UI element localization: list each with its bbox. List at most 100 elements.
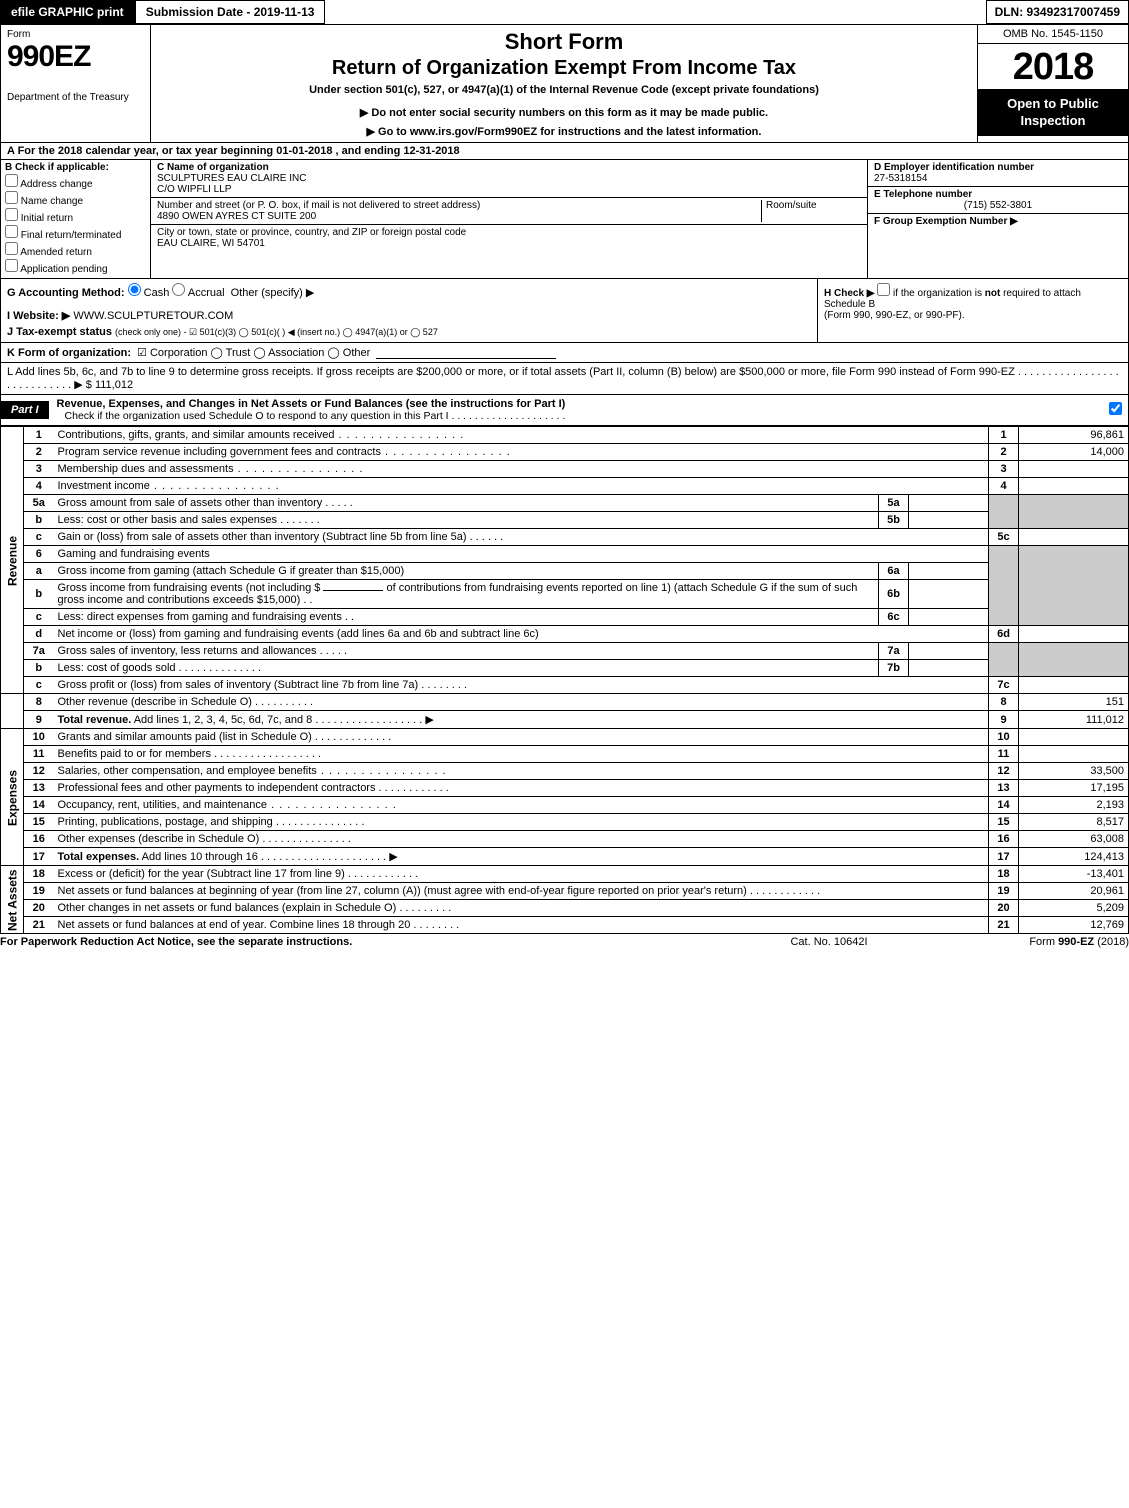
l21-num: 21 <box>24 917 54 934</box>
chk-amended-return[interactable]: Amended return <box>5 242 146 258</box>
c-name-label: C Name of organization <box>157 162 306 173</box>
line-6d: d Net income or (loss) from gaming and f… <box>1 626 1129 643</box>
chk-final-return-box[interactable] <box>5 225 18 238</box>
k-label: K Form of organization: <box>7 347 131 359</box>
l14-desc: Occupancy, rent, utilities, and maintena… <box>54 797 989 814</box>
part1-checkbox[interactable] <box>1109 402 1122 415</box>
chk-address-change-box[interactable] <box>5 174 18 187</box>
chk-initial-return-box[interactable] <box>5 208 18 221</box>
part1-chk[interactable] <box>1109 402 1128 418</box>
j-rest: (check only one) - ☑ 501(c)(3) ◯ 501(c)(… <box>115 327 438 337</box>
l16-num: 16 <box>24 831 54 848</box>
l16-bv: 63,008 <box>1019 831 1129 848</box>
l18-num: 18 <box>24 866 54 883</box>
line-7b: b Less: cost of goods sold . . . . . . .… <box>1 660 1129 677</box>
l7b-in: 7b <box>879 660 909 677</box>
h-checkbox[interactable] <box>877 283 890 296</box>
l2-bn: 2 <box>989 444 1019 461</box>
g-cash-radio[interactable] <box>128 283 141 296</box>
l6d-num: d <box>24 626 54 643</box>
chk-final-return[interactable]: Final return/terminated <box>5 225 146 241</box>
l6b-num: b <box>24 580 54 609</box>
l6a-iv <box>909 563 989 580</box>
l16-bn: 16 <box>989 831 1019 848</box>
l6d-bn: 6d <box>989 626 1019 643</box>
goto-link[interactable]: ▶ Go to www.irs.gov/Form990EZ for instru… <box>159 125 969 138</box>
c-row-name: C Name of organization SCULPTURES EAU CL… <box>151 160 867 198</box>
line-11: 11 Benefits paid to or for members . . .… <box>1 746 1129 763</box>
l12-num: 12 <box>24 763 54 780</box>
row-a-mid: , and ending <box>336 145 404 157</box>
chk-final-return-label: Final return/terminated <box>21 230 122 241</box>
l18-bn: 18 <box>989 866 1019 883</box>
top-bar: efile GRAPHIC print Submission Date - 20… <box>0 0 1129 25</box>
l15-bv: 8,517 <box>1019 814 1129 831</box>
l5c-bn: 5c <box>989 529 1019 546</box>
row-a-tax-year: A For the 2018 calendar year, or tax yea… <box>0 143 1129 160</box>
col-b-header: B Check if applicable: <box>5 162 146 173</box>
l6d-desc: Net income or (loss) from gaming and fun… <box>54 626 989 643</box>
l6-num: 6 <box>24 546 54 563</box>
l15-bn: 15 <box>989 814 1019 831</box>
l11-bn: 11 <box>989 746 1019 763</box>
k-fill <box>376 347 556 359</box>
l17-desc: Total expenses. Add lines 10 through 16 … <box>54 848 989 866</box>
l6abc-shade <box>989 546 1019 626</box>
l5ab-shade-val <box>1019 495 1129 529</box>
chk-initial-return[interactable]: Initial return <box>5 208 146 224</box>
row-a-end-date: 12-31-2018 <box>403 145 459 157</box>
form-header-center: Short Form Return of Organization Exempt… <box>151 25 978 142</box>
l20-desc: Other changes in net assets or fund bala… <box>54 900 989 917</box>
chk-name-change[interactable]: Name change <box>5 191 146 207</box>
l6b-in: 6b <box>879 580 909 609</box>
chk-amended-return-box[interactable] <box>5 242 18 255</box>
submission-date-button[interactable]: Submission Date - 2019-11-13 <box>135 0 326 24</box>
dept-treasury: Department of the Treasury <box>7 92 144 103</box>
l15-desc: Printing, publications, postage, and shi… <box>54 814 989 831</box>
l1-bv: 96,861 <box>1019 427 1129 444</box>
chk-address-change[interactable]: Address change <box>5 174 146 190</box>
l13-num: 13 <box>24 780 54 797</box>
chk-application-pending-box[interactable] <box>5 259 18 272</box>
side-expenses: Expenses <box>1 729 24 866</box>
ssn-warning: ▶ Do not enter social security numbers o… <box>159 106 969 119</box>
c-name2: C/O WIPFLI LLP <box>157 184 306 195</box>
line-16: 16 Other expenses (describe in Schedule … <box>1 831 1129 848</box>
l20-bv: 5,209 <box>1019 900 1129 917</box>
l5b-in: 5b <box>879 512 909 529</box>
g-accrual-label: Accrual <box>188 287 225 299</box>
form-header-right: OMB No. 1545-1150 2018 Open to Public In… <box>978 25 1128 142</box>
d-row: D Employer identification number 27-5318… <box>868 160 1128 187</box>
l5ab-shade <box>989 495 1019 529</box>
l1-bn: 1 <box>989 427 1019 444</box>
line-7a: 7a Gross sales of inventory, less return… <box>1 643 1129 660</box>
d-label: D Employer identification number <box>874 162 1122 173</box>
chk-name-change-box[interactable] <box>5 191 18 204</box>
l10-bv <box>1019 729 1129 746</box>
l5b-iv <box>909 512 989 529</box>
efile-print-button[interactable]: efile GRAPHIC print <box>0 0 135 24</box>
row-a-prefix: A For the 2018 calendar year, or tax yea… <box>7 145 276 157</box>
l10-bn: 10 <box>989 729 1019 746</box>
row-gh: G Accounting Method: Cash Accrual Other … <box>0 279 1129 343</box>
l6a-in: 6a <box>879 563 909 580</box>
k-rest: ☑ Corporation ◯ Trust ◯ Association ◯ Ot… <box>137 346 370 359</box>
c-row-street: Number and street (or P. O. box, if mail… <box>151 198 867 225</box>
chk-application-pending-label: Application pending <box>20 264 107 275</box>
l11-desc: Benefits paid to or for members . . . . … <box>54 746 989 763</box>
l6c-num: c <box>24 609 54 626</box>
l6a-desc: Gross income from gaming (attach Schedul… <box>54 563 879 580</box>
l12-bv: 33,500 <box>1019 763 1129 780</box>
chk-application-pending[interactable]: Application pending <box>5 259 146 275</box>
page-footer: For Paperwork Reduction Act Notice, see … <box>0 934 1129 950</box>
l2-bv: 14,000 <box>1019 444 1129 461</box>
i-value[interactable]: WWW.SCULPTURETOUR.COM <box>73 310 233 322</box>
c-street-label: Number and street (or P. O. box, if mail… <box>157 200 480 211</box>
l5c-bv <box>1019 529 1129 546</box>
l6d-bv <box>1019 626 1129 643</box>
row-k: K Form of organization: ☑ Corporation ◯ … <box>0 343 1129 363</box>
line-18: Net Assets 18 Excess or (deficit) for th… <box>1 866 1129 883</box>
g-accrual-radio[interactable] <box>172 283 185 296</box>
form-number: 990EZ <box>7 40 144 74</box>
l7c-bv <box>1019 677 1129 694</box>
